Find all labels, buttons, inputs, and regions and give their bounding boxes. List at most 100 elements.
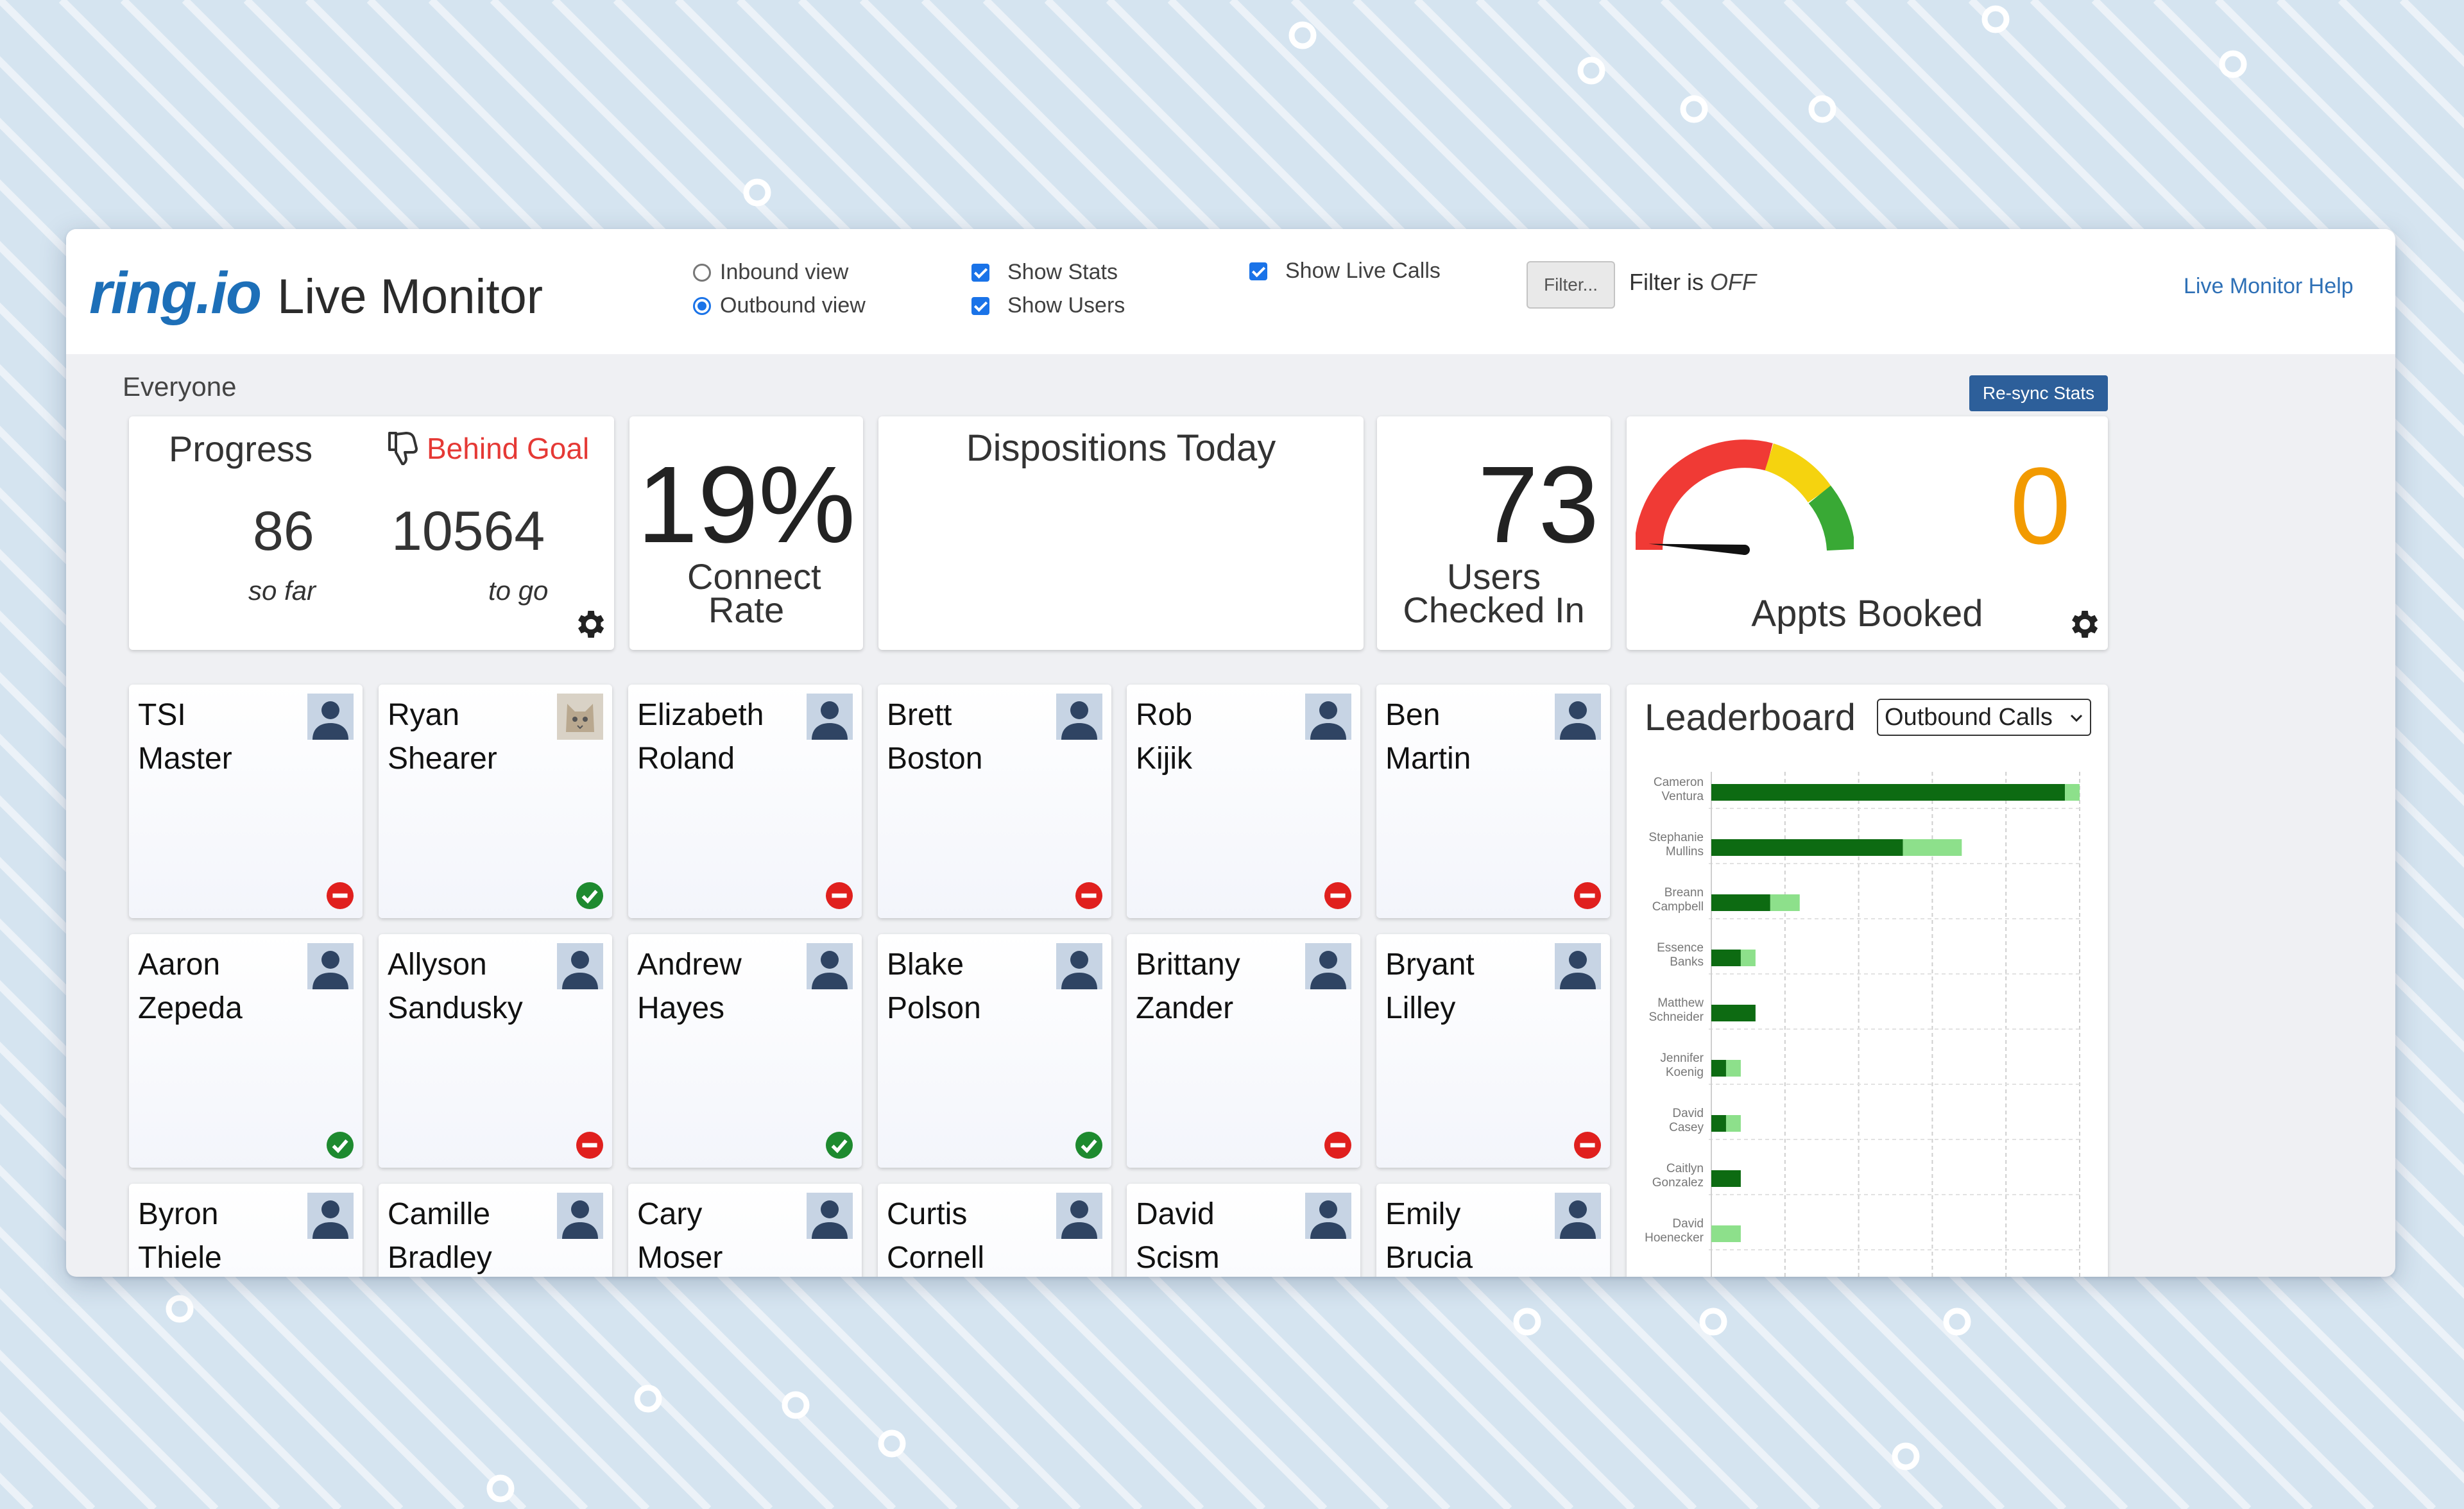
filter-status: Filter is OFF [1629, 269, 1756, 296]
show-users-option[interactable]: Show Users [971, 293, 1125, 318]
user-name: TSI Master [138, 694, 298, 781]
circuit-node [486, 1474, 515, 1503]
chart-category-label: Jennifer [1660, 1052, 1704, 1065]
chart-bar [1903, 839, 1962, 856]
user-name: Byron Thiele [138, 1193, 298, 1277]
user-avatar-icon [1056, 1193, 1102, 1239]
user-tile[interactable]: Ben Martin [1376, 685, 1610, 918]
appts-settings-gear-icon[interactable] [2066, 606, 2101, 642]
appts-booked-label: Appts Booked [1751, 593, 1983, 635]
user-tile[interactable]: Brett Boston [878, 685, 1111, 918]
app-logo: ring.io Live Monitor [89, 260, 543, 326]
user-avatar-icon [1555, 943, 1601, 989]
outbound-view-radio[interactable] [693, 296, 711, 315]
show-stats-checkbox[interactable] [971, 263, 989, 282]
to-go-label: to go [488, 575, 549, 606]
so-far-label: so far [248, 575, 316, 606]
user-tile[interactable]: Elizabeth Roland [628, 685, 862, 918]
user-tile[interactable]: Brittany Zander [1127, 934, 1360, 1168]
show-live-calls-label: Show Live Calls [1285, 259, 1441, 283]
user-tile[interactable]: David Scism [1127, 1184, 1360, 1277]
user-last-name: Bradley [388, 1241, 492, 1275]
user-tile[interactable]: Blake Polson [878, 934, 1111, 1168]
circuit-node [1943, 1308, 1971, 1336]
progress-title: Progress [169, 429, 313, 469]
chart-bar [1770, 894, 1800, 911]
user-last-name: Brucia [1385, 1241, 1473, 1275]
user-first-name: Rob [1136, 698, 1193, 732]
user-first-name: Bryant [1385, 948, 1475, 982]
user-first-name: Curtis [887, 1197, 968, 1231]
user-tile[interactable]: Rob Kijik [1127, 685, 1360, 918]
appts-booked-value: 0 [2010, 445, 2071, 567]
live-monitor-help-link[interactable]: Live Monitor Help [2184, 274, 2354, 298]
user-first-name: TSI [138, 698, 186, 732]
user-name: Ryan Shearer [388, 694, 548, 781]
chart-category-label: Gonzalez [1652, 1176, 1704, 1189]
user-tile[interactable]: Bryant Lilley [1376, 934, 1610, 1168]
show-users-checkbox[interactable] [971, 296, 989, 315]
user-avatar-icon [1305, 1193, 1351, 1239]
show-stats-label: Show Stats [1007, 260, 1118, 284]
user-name: Brett Boston [887, 694, 1047, 781]
connect-rate-label: Connect Rate [687, 556, 821, 630]
user-last-name: Zepeda [138, 991, 243, 1025]
user-avatar-icon [807, 943, 853, 989]
user-avatar-icon [1305, 694, 1351, 740]
user-last-name: Scism [1136, 1241, 1220, 1275]
user-name: Curtis Cornell [887, 1193, 1047, 1277]
user-last-name: Roland [637, 742, 735, 776]
circuit-node [2219, 50, 2247, 78]
chart-bar [1711, 950, 1741, 966]
show-stats-option[interactable]: Show Stats [971, 260, 1118, 285]
inbound-view-radio[interactable] [693, 263, 711, 282]
show-live-calls-option[interactable]: Show Live Calls [1249, 259, 1441, 284]
user-tile[interactable]: Byron Thiele [129, 1184, 363, 1277]
group-label: Everyone [123, 371, 237, 402]
leaderboard-metric-select[interactable]: Outbound Calls [1877, 699, 2091, 736]
filter-button[interactable]: Filter... [1527, 261, 1615, 309]
behind-goal-text: Behind Goal [427, 432, 590, 465]
user-tile[interactable]: Aaron Zepeda [129, 934, 363, 1168]
unavailable-block-icon [1324, 882, 1351, 909]
dispositions-card: Dispositions Today [878, 416, 1364, 650]
circuit-node [1808, 95, 1836, 123]
chart-category-label: Breann [1664, 886, 1704, 899]
user-first-name: Elizabeth [637, 698, 764, 732]
chart-category-label: Mullins [1666, 845, 1704, 858]
user-tile[interactable]: Emily Brucia [1376, 1184, 1610, 1277]
inbound-view-option[interactable]: Inbound view [693, 260, 848, 285]
circuit-node [743, 178, 771, 207]
brand-logo-text: ring.io [89, 260, 262, 326]
outbound-view-option[interactable]: Outbound view [693, 293, 866, 318]
user-tile[interactable]: Allyson Sandusky [379, 934, 612, 1168]
user-first-name: Emily [1385, 1197, 1461, 1231]
user-first-name: Byron [138, 1197, 219, 1231]
show-live-calls-checkbox[interactable] [1249, 262, 1267, 280]
user-first-name: Blake [887, 948, 964, 982]
chart-bar [1711, 1005, 1756, 1021]
user-tile[interactable]: Cary Moser [628, 1184, 862, 1277]
user-avatar-icon [807, 1193, 853, 1239]
user-name: Andrew Hayes [637, 943, 798, 1030]
chart-category-label: Matthew [1657, 996, 1704, 1010]
user-name: Camille Bradley [388, 1193, 548, 1277]
user-tile[interactable]: TSI Master [129, 685, 363, 918]
chart-category-label: Koenig [1666, 1066, 1704, 1079]
outbound-view-label: Outbound view [720, 293, 866, 318]
chart-bar [1711, 1225, 1741, 1242]
user-tile[interactable]: Andrew Hayes [628, 934, 862, 1168]
user-avatar-icon [307, 943, 354, 989]
chart-bar [1711, 1060, 1726, 1077]
user-first-name: Cary [637, 1197, 703, 1231]
user-avatar-icon [1056, 943, 1102, 989]
resync-stats-button[interactable]: Re-sync Stats [1969, 375, 2108, 411]
user-tile[interactable]: Curtis Cornell [878, 1184, 1111, 1277]
progress-settings-gear-icon[interactable] [572, 606, 608, 642]
user-tile[interactable]: Ryan Shearer [379, 685, 612, 918]
user-avatar-icon [557, 943, 603, 989]
cat-photo-avatar-icon [557, 694, 603, 740]
user-avatar-icon [307, 1193, 354, 1239]
chart-bar [1725, 1115, 1741, 1132]
user-tile[interactable]: Camille Bradley [379, 1184, 612, 1277]
